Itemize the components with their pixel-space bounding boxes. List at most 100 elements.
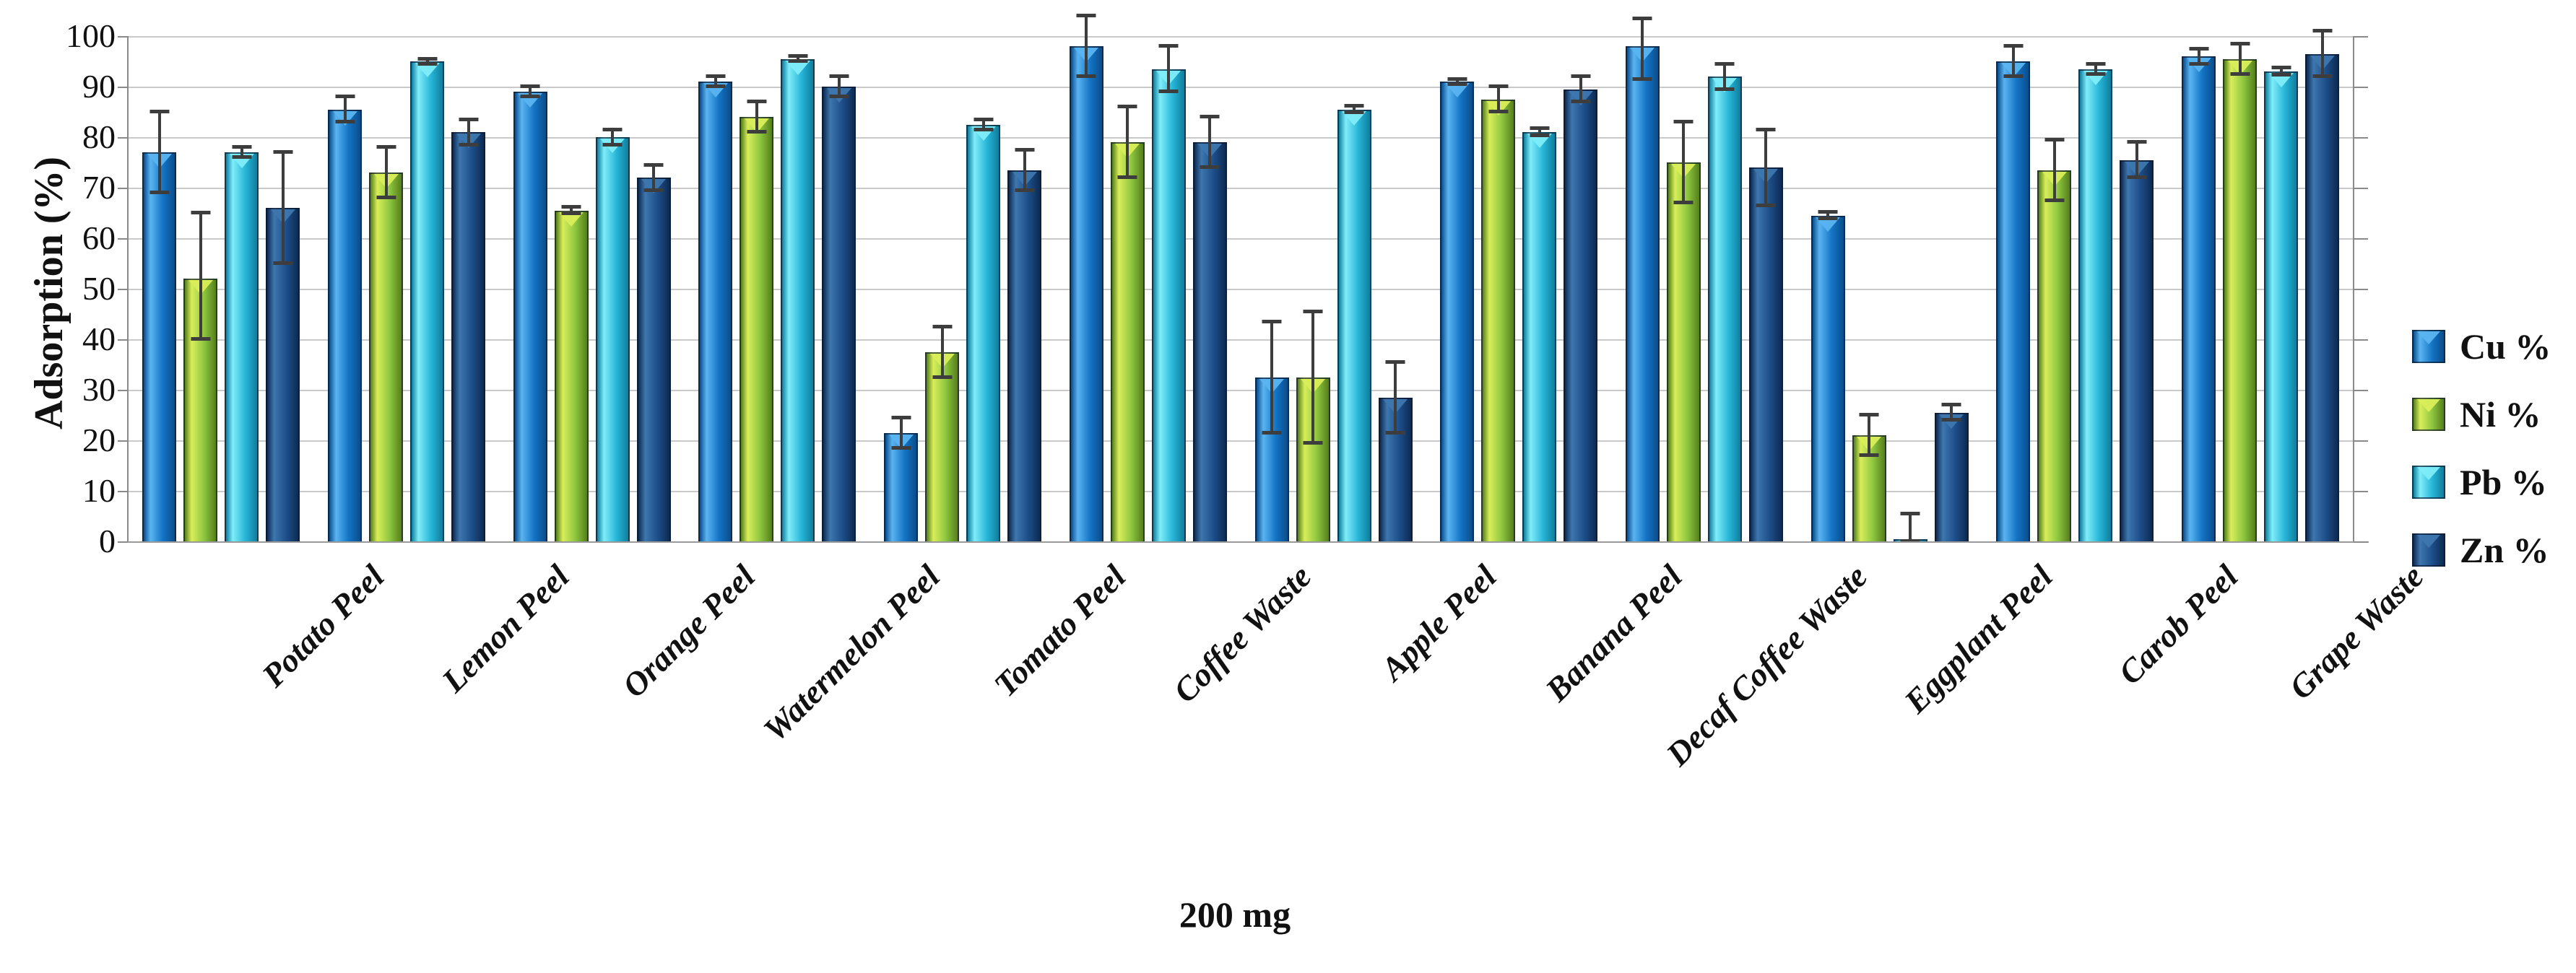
legend-marker-gloss: [2417, 467, 2440, 480]
error-cap-top: [973, 117, 994, 121]
bar-tomato-peel-zn: [1007, 170, 1042, 541]
y-tick-label: 90: [82, 68, 116, 105]
error-cap-bottom: [747, 130, 767, 134]
error-bar: [2238, 43, 2242, 74]
error-bar: [1394, 362, 1397, 433]
bar-slot: [1934, 36, 1969, 541]
error-bar: [1126, 107, 1129, 178]
bar-watermelon-peel-ni: [740, 117, 774, 541]
axis-tick: [118, 137, 128, 139]
error-cap-top: [1158, 44, 1179, 48]
error-cap-bottom: [1714, 87, 1735, 91]
bar-orange-peel-ni: [554, 210, 589, 541]
bar-group-apple-peel: [1241, 36, 1426, 541]
error-bar: [1167, 46, 1171, 92]
bar-slot: [1151, 36, 1186, 541]
error-cap-bottom: [1015, 188, 1035, 192]
bar-carob-peel-pb: [2078, 69, 2113, 541]
error-cap-bottom: [1632, 77, 1652, 81]
error-cap-bottom: [643, 188, 664, 192]
error-cap-bottom: [1818, 217, 1838, 221]
error-bar: [652, 165, 656, 191]
bar-gloss: [415, 63, 440, 77]
error-cap-bottom: [376, 196, 396, 199]
error-bar: [1868, 415, 1871, 455]
error-cap-top: [1385, 359, 1405, 364]
bar-slot: [740, 36, 774, 541]
y-axis-line: [127, 36, 129, 541]
bar-slot: [966, 36, 1001, 541]
error-bar: [2094, 64, 2097, 74]
error-bar: [1909, 513, 1912, 541]
error-cap-bottom: [1530, 133, 1550, 137]
error-cap-bottom: [2044, 198, 2065, 202]
error-bar: [611, 129, 615, 145]
error-cap-top: [459, 117, 479, 121]
bar-potato-peel-cu: [142, 152, 177, 541]
bar-carob-peel-ni: [2037, 170, 2072, 541]
error-cap-top: [1015, 147, 1035, 152]
error-cap-top: [2003, 44, 2024, 48]
bar-slot: [554, 36, 589, 541]
legend-marker-gloss: [2417, 535, 2440, 548]
bar-lemon-peel-cu: [328, 109, 363, 541]
error-bar: [570, 206, 573, 214]
bar-apple-peel-ni: [1296, 377, 1330, 541]
axis-tick: [118, 339, 128, 341]
bar-lemon-peel-pb: [410, 61, 445, 541]
bar-carob-peel-cu: [1996, 61, 2031, 541]
error-cap-bottom: [1859, 453, 1879, 457]
plot-area: [129, 14, 2354, 543]
bar-watermelon-peel-cu: [698, 82, 733, 541]
gridline-20: [129, 440, 2353, 442]
bar-eggplant-peel-zn: [1934, 412, 1969, 541]
bar-decaf-coffee-waste-ni: [1666, 162, 1701, 541]
error-cap-top: [2127, 140, 2147, 144]
bar-group-grape-waste: [2168, 29, 2354, 541]
legend-item-cu: Cu %: [2412, 328, 2551, 365]
error-cap-top: [520, 84, 540, 88]
error-bar: [529, 87, 532, 97]
bar-lemon-peel-zn: [451, 132, 486, 541]
error-cap-bottom: [932, 375, 953, 379]
gridline-40: [129, 339, 2353, 341]
error-bar: [837, 77, 841, 97]
y-tick-label: 0: [99, 523, 116, 559]
legend-item-pb: Pb %: [2412, 464, 2551, 500]
error-cap-top: [149, 110, 170, 113]
axis-tick: [118, 238, 128, 240]
bar-slot: [822, 36, 857, 541]
error-cap-top: [2189, 46, 2209, 51]
bar-gloss: [785, 60, 810, 75]
bar-lemon-peel-ni: [369, 173, 404, 541]
bar-orange-peel-cu: [513, 92, 547, 541]
gridline-30: [129, 390, 2353, 391]
error-cap-bottom: [417, 61, 438, 66]
error-bar: [1023, 149, 1026, 191]
axis-tick: [118, 87, 128, 88]
error-cap-top: [1941, 403, 1961, 406]
error-bar: [157, 112, 161, 193]
bar-grape-waste-pb: [2264, 71, 2299, 541]
bar-gloss: [1444, 83, 1470, 97]
legend: Cu % Ni % Pb % Zn %: [2412, 328, 2551, 568]
error-cap-top: [1818, 209, 1838, 214]
error-bar: [1764, 129, 1768, 206]
axis-tick: [2354, 339, 2368, 341]
error-bar: [343, 97, 347, 122]
bar-group-eggplant-peel: [1797, 36, 1982, 543]
y-tick-label: 20: [82, 422, 116, 458]
error-cap-bottom: [2003, 74, 2024, 78]
error-bar: [2197, 48, 2200, 64]
error-cap-top: [191, 211, 211, 214]
error-cap-bottom: [459, 142, 479, 147]
error-cap-bottom: [1571, 100, 1591, 103]
bar-group-orange-peel: [499, 36, 685, 541]
legend-marker-zn-icon: [2412, 533, 2445, 567]
bar-slot: [1069, 14, 1103, 541]
error-cap-top: [2230, 41, 2250, 45]
error-cap-bottom: [1385, 430, 1405, 435]
legend-item-zn: Zn %: [2412, 532, 2551, 568]
bar-coffee-waste-cu: [1069, 46, 1103, 541]
legend-label: Pb %: [2460, 462, 2547, 502]
